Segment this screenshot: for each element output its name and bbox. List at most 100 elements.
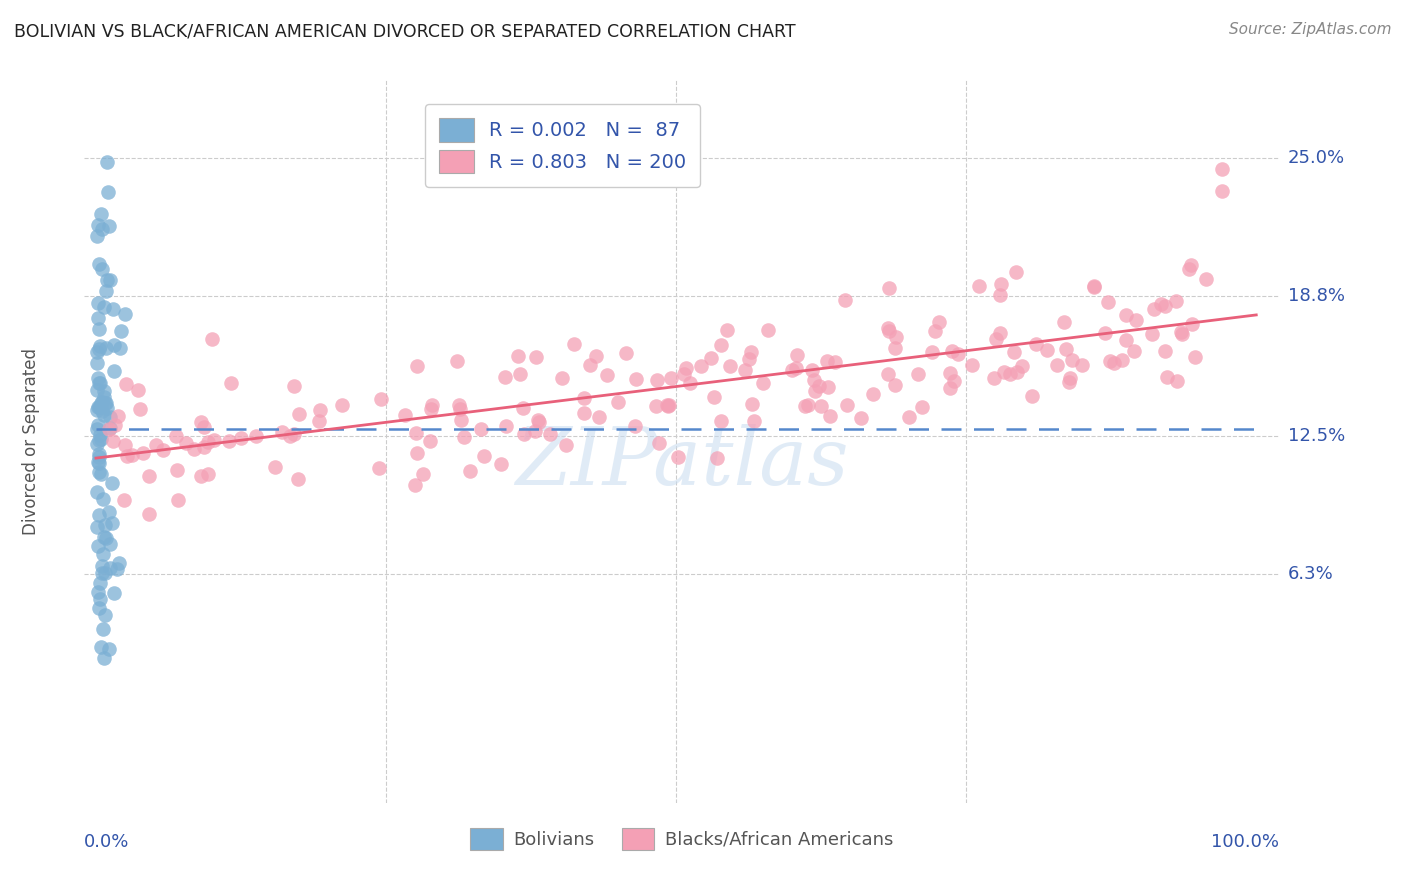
Point <box>90 640 112 655</box>
Point <box>595 368 617 383</box>
Point <box>1115 333 1137 347</box>
Point <box>93 409 115 423</box>
Point <box>817 380 839 394</box>
Point <box>86 417 108 432</box>
Point <box>785 361 807 376</box>
Point <box>87 342 110 356</box>
Point <box>165 429 187 443</box>
Point <box>946 347 969 361</box>
Point <box>406 359 429 374</box>
Point <box>89 338 111 352</box>
Point <box>138 507 160 521</box>
Point <box>907 367 929 381</box>
Point <box>89 428 111 442</box>
Point <box>115 376 138 391</box>
Point <box>614 345 637 359</box>
Point <box>193 419 215 434</box>
Point <box>1154 343 1177 358</box>
Point <box>1180 258 1202 272</box>
Point <box>876 367 898 381</box>
Point <box>101 475 124 490</box>
Point <box>86 485 108 500</box>
Point <box>506 349 529 363</box>
Point <box>1071 358 1094 372</box>
Point <box>800 363 823 377</box>
Point <box>862 387 884 401</box>
Point <box>271 425 294 440</box>
Point <box>1170 325 1192 339</box>
Point <box>1166 374 1188 388</box>
Point <box>110 325 132 339</box>
Point <box>419 434 441 449</box>
Point <box>1143 302 1166 317</box>
Point <box>1211 185 1233 199</box>
Point <box>993 365 1015 379</box>
Point <box>990 277 1012 292</box>
Point <box>983 370 1005 384</box>
Point <box>679 376 702 390</box>
Point <box>807 379 830 393</box>
Point <box>128 402 150 417</box>
Point <box>588 410 610 425</box>
Point <box>91 566 114 580</box>
Point <box>89 591 111 606</box>
Point <box>939 366 962 380</box>
Point <box>114 438 136 452</box>
Point <box>221 376 243 391</box>
Point <box>990 288 1012 302</box>
Point <box>470 422 492 436</box>
Point <box>190 415 212 429</box>
Point <box>90 395 112 409</box>
Point <box>197 467 219 481</box>
Point <box>1025 337 1047 351</box>
Point <box>87 400 110 414</box>
Point <box>509 367 531 381</box>
Point <box>512 401 534 415</box>
Point <box>420 398 443 412</box>
Point <box>152 443 174 458</box>
Point <box>1083 279 1105 293</box>
Point <box>524 351 547 365</box>
Point <box>513 427 536 442</box>
Point <box>404 478 426 492</box>
Point <box>523 424 546 438</box>
Point <box>884 378 907 392</box>
Point <box>1083 280 1105 294</box>
Point <box>86 437 108 451</box>
Point <box>97 505 120 519</box>
Point <box>574 406 596 420</box>
Point <box>98 409 121 424</box>
Point <box>672 367 695 381</box>
Point <box>86 228 108 243</box>
Point <box>105 562 128 576</box>
Point <box>405 425 427 440</box>
Point <box>287 471 309 485</box>
Point <box>412 467 434 481</box>
Point <box>86 403 108 417</box>
Point <box>93 391 115 405</box>
Point <box>675 361 697 376</box>
Point <box>716 323 738 337</box>
Point <box>710 414 733 428</box>
Point <box>90 432 112 446</box>
Point <box>928 315 950 329</box>
Point <box>278 429 301 443</box>
Point <box>101 301 124 316</box>
Point <box>1178 262 1201 277</box>
Point <box>283 379 305 393</box>
Point <box>1007 365 1029 379</box>
Point <box>1154 300 1177 314</box>
Point <box>103 434 125 448</box>
Point <box>986 332 1008 346</box>
Point <box>1021 389 1043 403</box>
Point <box>606 395 628 409</box>
Point <box>645 373 668 387</box>
Point <box>1149 297 1171 311</box>
Point <box>834 293 856 307</box>
Text: 25.0%: 25.0% <box>1288 149 1346 167</box>
Point <box>98 219 121 234</box>
Point <box>780 362 803 376</box>
Point <box>804 384 827 399</box>
Point <box>1111 352 1133 367</box>
Point <box>138 469 160 483</box>
